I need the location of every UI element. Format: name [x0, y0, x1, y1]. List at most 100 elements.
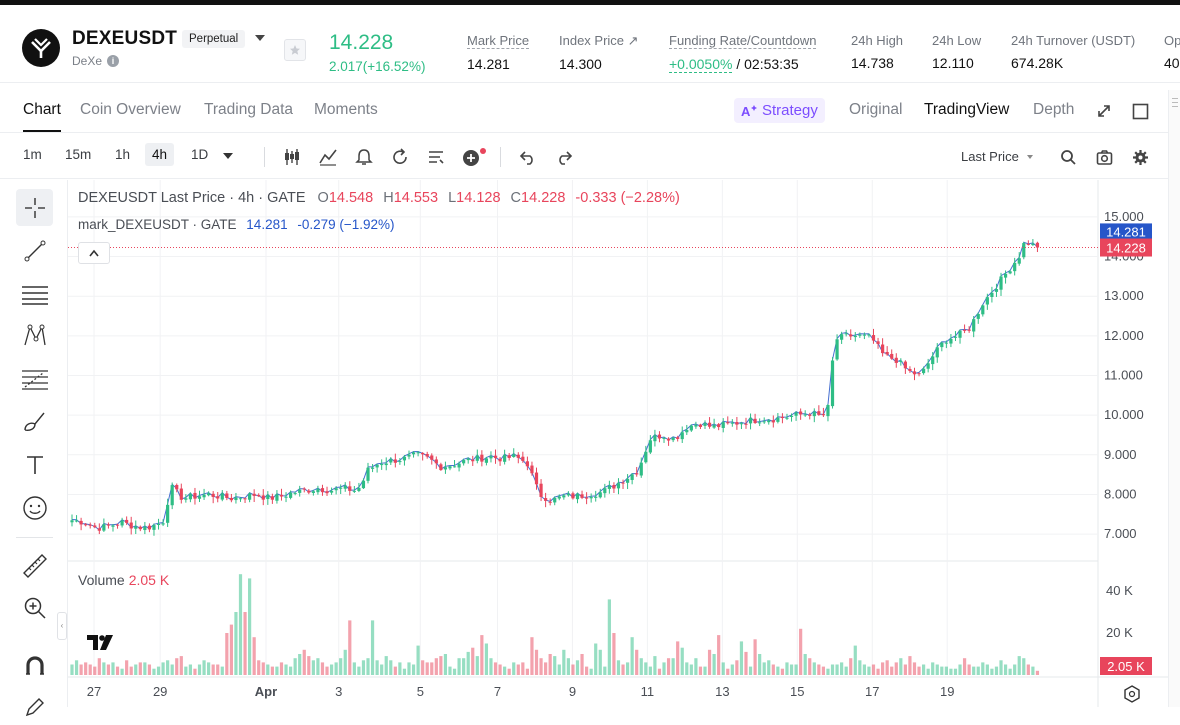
candle-body	[817, 411, 821, 415]
volume-bar	[361, 660, 366, 675]
tab-depth[interactable]: Depth	[1033, 101, 1075, 118]
candles-type-icon[interactable]	[282, 147, 302, 167]
timeframe-1d[interactable]: 1D	[191, 147, 209, 162]
magnet-tool[interactable]	[16, 647, 53, 684]
timeframe-4h[interactable]: 4h	[145, 143, 175, 166]
favorite-star-button[interactable]	[284, 39, 306, 61]
toolbar-divider	[264, 147, 265, 167]
price-source-select[interactable]: Last Price	[961, 149, 1035, 164]
volume-bar	[503, 666, 507, 675]
stat-label[interactable]: Index Price ↗	[559, 33, 639, 48]
brush-tool[interactable]	[16, 403, 53, 440]
candle-body	[594, 496, 598, 498]
info-icon[interactable]: i	[107, 55, 120, 67]
window-mode-icon[interactable]	[1132, 103, 1149, 120]
tab-original[interactable]: Original	[849, 101, 903, 118]
candle-body	[361, 480, 366, 489]
volume-bar	[926, 668, 930, 675]
trend-line-tool[interactable]	[16, 232, 53, 269]
timeframe-15m[interactable]: 15m	[65, 147, 92, 162]
horizontal-lines-tool[interactable]	[16, 275, 53, 312]
volume-bar	[830, 664, 835, 675]
candle-body	[553, 497, 557, 503]
pattern-tool[interactable]	[16, 317, 53, 354]
symbol-name[interactable]: DEXEUSDT	[72, 28, 178, 49]
fib-tool[interactable]	[16, 360, 53, 397]
tab-trading-data[interactable]: Trading Data	[204, 101, 294, 118]
indicators-icon[interactable]	[318, 147, 338, 167]
volume-bar	[785, 662, 789, 675]
expand-icon[interactable]	[1096, 103, 1112, 119]
volume-bar	[589, 668, 593, 675]
zoom-in-tool[interactable]	[16, 589, 53, 626]
chart-background	[68, 180, 1168, 707]
candle-body	[1003, 273, 1008, 278]
candle-body	[767, 420, 771, 423]
volume-bar	[794, 664, 798, 675]
volume-bar	[489, 658, 493, 675]
volume-bar	[607, 599, 611, 675]
stat-label[interactable]: Mark Price	[467, 33, 530, 49]
candlestick-chart[interactable]: 15.00014.00013.00012.00011.00010.0009.00…	[68, 180, 1168, 707]
candle-body	[530, 465, 534, 474]
last-volume-axis-label: 2.05 K	[1107, 659, 1145, 674]
volume-bar	[452, 668, 457, 675]
candle-body	[384, 463, 388, 466]
ruler-tool[interactable]	[16, 547, 53, 584]
candle-body	[612, 485, 616, 489]
replay-icon[interactable]	[390, 147, 410, 167]
candle-body	[325, 491, 329, 494]
candle-body	[462, 460, 466, 464]
collapse-legend-button[interactable]	[78, 242, 110, 264]
volume-bar	[238, 574, 243, 675]
candle-body	[616, 483, 621, 489]
chevron-down-icon[interactable]	[255, 35, 265, 41]
last-price-label-bg	[1100, 238, 1152, 257]
alert-icon[interactable]	[354, 147, 374, 167]
candle-body	[799, 411, 803, 415]
add-plugin-icon[interactable]	[462, 147, 488, 167]
volume-bar	[1035, 670, 1040, 675]
tab-chart[interactable]: Chart	[23, 101, 61, 132]
volume-bar	[571, 664, 575, 675]
crosshair-tool[interactable]	[16, 189, 53, 226]
tab-tradingview[interactable]: TradingView	[924, 101, 1010, 118]
candle-body	[166, 504, 170, 523]
timeframe-1m[interactable]: 1m	[23, 147, 42, 162]
tradingview-logo[interactable]	[86, 632, 116, 652]
templates-icon[interactable]	[426, 147, 446, 167]
chart-area[interactable]: 15.00014.00013.00012.00011.00010.0009.00…	[68, 180, 1168, 707]
stat-label[interactable]: Funding Rate/Countdown	[669, 33, 817, 49]
tab-moments[interactable]: Moments	[314, 101, 378, 118]
volume-title[interactable]: Volume	[78, 572, 125, 588]
candle-body	[662, 437, 666, 439]
candle-body	[635, 473, 639, 475]
volume-bar	[717, 635, 721, 675]
candle-body	[439, 464, 443, 471]
tab-coin-overview[interactable]: Coin Overview	[80, 101, 181, 118]
strategy-button[interactable]: A Strategy	[734, 98, 825, 123]
settings-gear-icon[interactable]	[1132, 149, 1149, 166]
candle-body	[407, 454, 411, 457]
open-value: 14.548	[328, 190, 374, 206]
candle-body	[853, 335, 857, 338]
volume-bar	[976, 666, 980, 675]
candle-body	[193, 492, 197, 499]
redo-icon[interactable]	[554, 147, 574, 167]
text-tool[interactable]	[16, 446, 53, 483]
mark-series-title[interactable]: mark_DEXEUSDT · GATE	[78, 217, 237, 232]
volume-bar	[676, 641, 680, 675]
candle-body	[748, 418, 753, 424]
series-title[interactable]: DEXEUSDT Last Price · 4h · GATE	[78, 190, 306, 206]
undo-icon[interactable]	[518, 147, 538, 167]
search-icon[interactable]	[1060, 149, 1077, 166]
candle-body	[111, 525, 115, 527]
vertical-scrollbar[interactable]	[1168, 90, 1180, 707]
caret-down-icon[interactable]	[222, 152, 234, 162]
volume-bar	[229, 624, 233, 675]
volume-bar	[439, 656, 443, 675]
emoji-tool[interactable]	[16, 489, 53, 526]
collapse-toolbar-button[interactable]: ‹	[57, 612, 67, 640]
camera-icon[interactable]	[1096, 149, 1113, 166]
timeframe-1h[interactable]: 1h	[115, 147, 131, 162]
